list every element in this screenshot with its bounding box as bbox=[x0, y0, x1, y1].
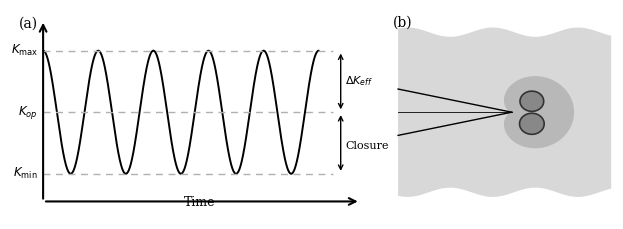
Polygon shape bbox=[520, 113, 544, 134]
Polygon shape bbox=[504, 76, 574, 148]
Text: $K_{\mathrm{max}}$: $K_{\mathrm{max}}$ bbox=[11, 43, 38, 58]
Text: (a): (a) bbox=[19, 17, 38, 31]
Polygon shape bbox=[520, 91, 544, 111]
Text: $K_{\mathrm{min}}$: $K_{\mathrm{min}}$ bbox=[13, 166, 38, 181]
Polygon shape bbox=[398, 27, 611, 197]
Text: Closure: Closure bbox=[345, 141, 388, 151]
Text: (b): (b) bbox=[393, 15, 413, 29]
Polygon shape bbox=[398, 89, 511, 135]
Text: Time: Time bbox=[184, 196, 216, 210]
Text: $\Delta K_{eff}$: $\Delta K_{eff}$ bbox=[345, 74, 373, 88]
Text: $K_{op}$: $K_{op}$ bbox=[18, 104, 38, 121]
